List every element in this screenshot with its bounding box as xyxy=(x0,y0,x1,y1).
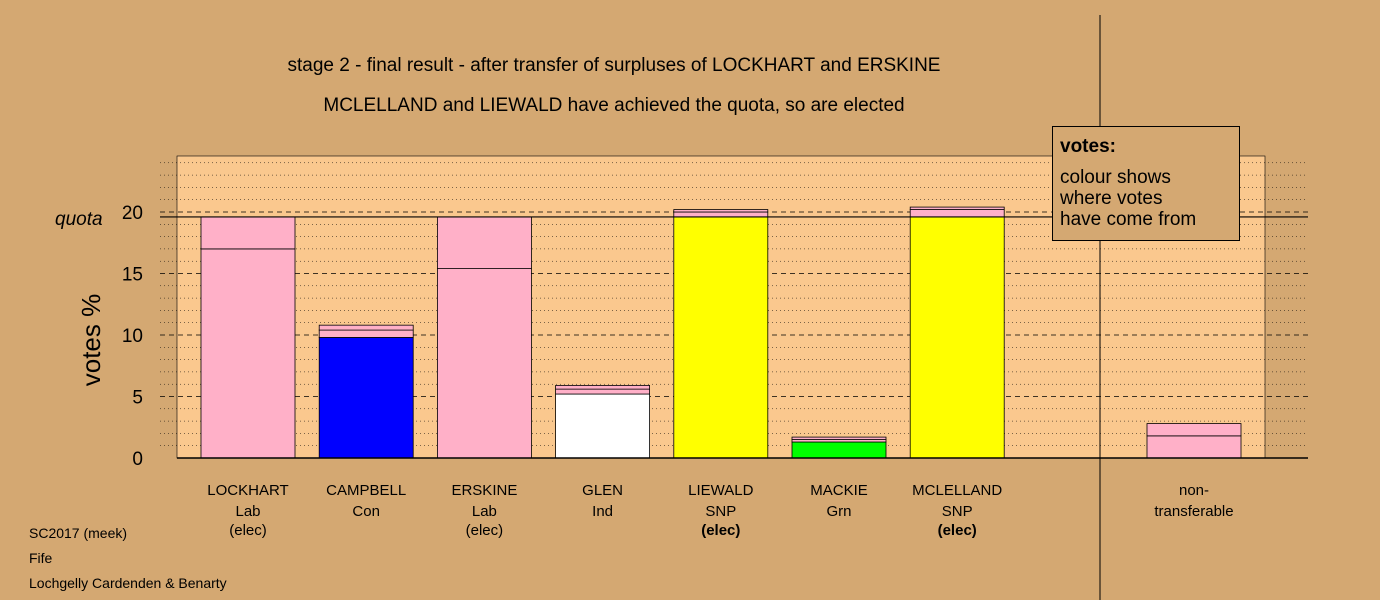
footer-line-1: SC2017 (meek) xyxy=(29,525,127,541)
legend-title: votes: xyxy=(1060,136,1116,157)
category-name: MCLELLAND xyxy=(912,482,1002,499)
category-name: LIEWALD xyxy=(688,482,753,499)
category-party: SNP xyxy=(942,503,973,520)
y-tick-label: 10 xyxy=(122,326,143,347)
category-party: Ind xyxy=(592,503,613,520)
bar-segment-nontransferable-1 xyxy=(1146,423,1242,437)
y-tick-label: 20 xyxy=(122,203,143,224)
bar-segment-glen-2 xyxy=(555,385,650,390)
bar-segment-erskine-1 xyxy=(436,216,532,269)
category-name: CAMPBELL xyxy=(326,482,406,499)
y-axis-label: votes % xyxy=(76,294,106,387)
y-tick-label: 5 xyxy=(132,388,143,409)
category-name: MACKIE xyxy=(810,482,868,499)
category-party: Lab xyxy=(472,503,497,520)
bars-group xyxy=(200,206,1242,459)
nontransferable-label-1: non- xyxy=(1179,482,1209,499)
category-name: LOCKHART xyxy=(207,482,288,499)
category-party: Grn xyxy=(826,503,851,520)
legend-box: votes: colour shows where votes have com… xyxy=(1052,126,1240,241)
y-tick-label: 15 xyxy=(122,265,143,286)
bar-segment-campbell-2 xyxy=(318,324,414,331)
category-status: (elec) xyxy=(466,522,504,539)
bar-segment-campbell-0 xyxy=(318,337,414,459)
bar-segment-liewald-1 xyxy=(673,211,769,218)
bar-segment-glen-1 xyxy=(555,388,650,395)
bar-segment-mackie-0 xyxy=(791,441,887,459)
bar-segment-mackie-2 xyxy=(791,436,887,440)
category-party: Con xyxy=(352,503,380,520)
y-axis-ticks: 0 5 10 15 20 xyxy=(122,203,143,470)
category-labels: LOCKHART Lab (elec) CAMPBELL Con ERSKINE Lab (e… xyxy=(207,482,1233,539)
category-status: (elec) xyxy=(229,522,267,539)
footer-line-3: Lochgelly Cardenden & Benarty xyxy=(29,575,227,591)
chart-title: stage 2 - final result - after transfer … xyxy=(288,55,941,76)
bar-segment-mclelland-0 xyxy=(909,216,1005,459)
bar-segment-liewald-0 xyxy=(673,216,769,459)
bar-segment-liewald-2 xyxy=(673,209,769,213)
bar-segment-campbell-1 xyxy=(318,329,414,338)
bar-segment-glen-0 xyxy=(555,393,650,459)
nontransferable-label-2: transferable xyxy=(1154,503,1233,520)
y-tick-label: 0 xyxy=(132,449,143,470)
category-party: SNP xyxy=(705,503,736,520)
category-status: (elec) xyxy=(701,522,740,539)
bar-segment-erskine-0 xyxy=(436,268,532,459)
category-name: GLEN xyxy=(582,482,623,499)
legend-line-1: colour shows xyxy=(1060,167,1171,188)
category-status: (elec) xyxy=(938,522,977,539)
quota-label: quota xyxy=(55,209,103,230)
footer-line-2: Fife xyxy=(29,550,53,566)
bar-segment-mclelland-2 xyxy=(909,206,1005,210)
category-party: Lab xyxy=(235,503,260,520)
bar-segment-lockhart-1 xyxy=(200,216,296,250)
category-name: ERSKINE xyxy=(451,482,517,499)
legend-line-2: where votes xyxy=(1060,188,1163,209)
chart-subtitle: MCLELLAND and LIEWALD have achieved the … xyxy=(323,95,904,116)
bar-segment-lockhart-0 xyxy=(200,248,296,459)
bar-segment-nontransferable-0 xyxy=(1146,435,1242,459)
bar-segment-mclelland-1 xyxy=(909,209,1005,218)
legend-line-3: have come from xyxy=(1060,209,1197,230)
